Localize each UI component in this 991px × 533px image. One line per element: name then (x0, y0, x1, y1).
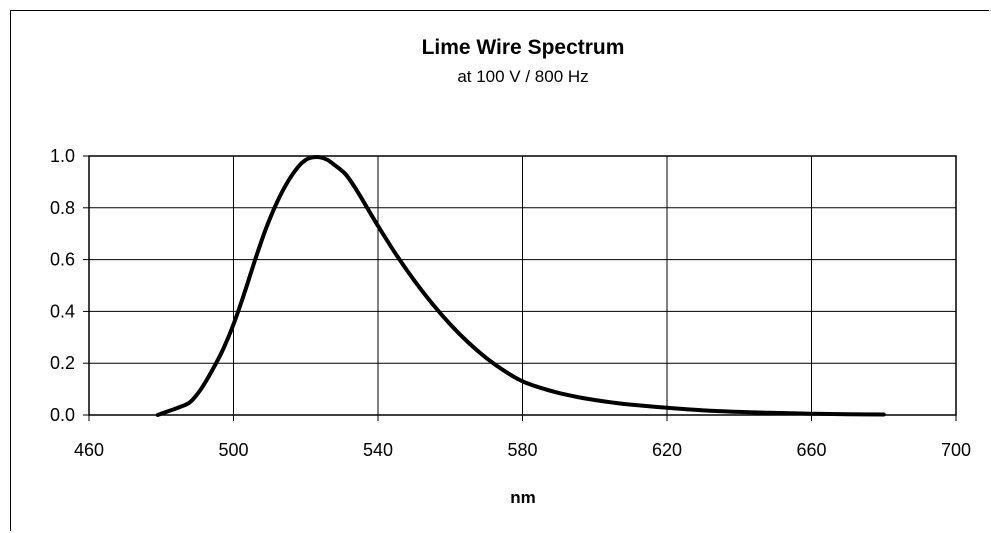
y-tick-label: 1.0 (50, 146, 75, 166)
x-tick-label: 620 (652, 440, 682, 460)
y-tick-label: 0.4 (50, 301, 75, 321)
x-tick-label: 580 (507, 440, 537, 460)
chart-frame (10, 10, 989, 531)
y-tick-label: 0.8 (50, 198, 75, 218)
x-tick-label: 500 (218, 440, 248, 460)
x-axis-label: nm (510, 488, 536, 507)
gridlines (88, 155, 957, 416)
y-tick-label: 0.6 (50, 250, 75, 270)
chart-title: Lime Wire Spectrum (422, 36, 625, 59)
y-tick-label: 0.2 (50, 353, 75, 373)
x-axis-tick-labels: 460 500 540 580 620 660 700 (74, 440, 971, 460)
axis-ticks (83, 155, 957, 421)
x-tick-label: 460 (74, 440, 104, 460)
spectrum-line (155, 154, 886, 417)
x-tick-label: 660 (796, 440, 826, 460)
chart-subtitle: at 100 V / 800 Hz (457, 67, 588, 86)
x-tick-label: 540 (363, 440, 393, 460)
y-axis-tick-labels: 0.0 0.2 0.4 0.6 0.8 1.0 (50, 146, 75, 425)
x-tick-label: 700 (941, 440, 971, 460)
y-tick-label: 0.0 (50, 405, 75, 425)
